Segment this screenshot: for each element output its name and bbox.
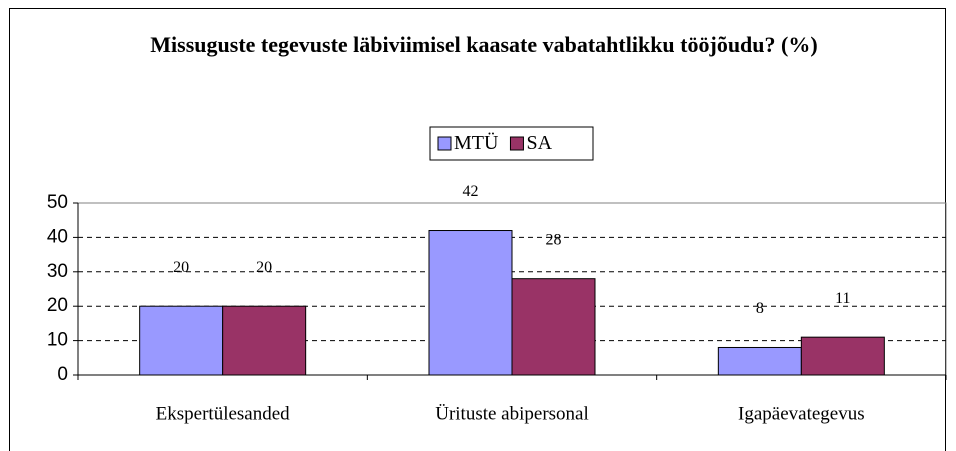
bar (800, 336, 885, 376)
data-label: 42 (463, 183, 479, 200)
x-tick-label: Ürituste abipersonal (435, 403, 589, 424)
chart-frame (9, 8, 946, 451)
legend-swatch (437, 136, 452, 151)
y-tick-label: 10 (47, 330, 68, 351)
bar (222, 305, 307, 376)
bar (717, 346, 802, 376)
data-label: 8 (756, 300, 764, 317)
x-tick-label: Ekspertülesanded (156, 403, 291, 424)
bar (428, 230, 513, 376)
data-label: 28 (546, 231, 562, 248)
data-label: 11 (835, 290, 850, 307)
y-tick-label: 20 (47, 295, 68, 316)
chart-title: Missuguste tegevuste läbiviimisel kaasat… (150, 32, 818, 57)
y-tick-label: 30 (47, 261, 68, 282)
legend-label: SA (526, 132, 552, 154)
legend-label: MTÜ (454, 131, 499, 154)
y-tick-label: 50 (47, 192, 68, 213)
x-tick-label: Igapäevategevus (738, 403, 865, 424)
bar (139, 305, 224, 376)
data-label: 20 (173, 259, 189, 276)
data-label: 20 (256, 259, 272, 276)
y-tick-label: 0 (57, 364, 68, 385)
bar (511, 278, 596, 376)
y-tick-label: 40 (47, 226, 68, 247)
legend-swatch (509, 136, 524, 151)
